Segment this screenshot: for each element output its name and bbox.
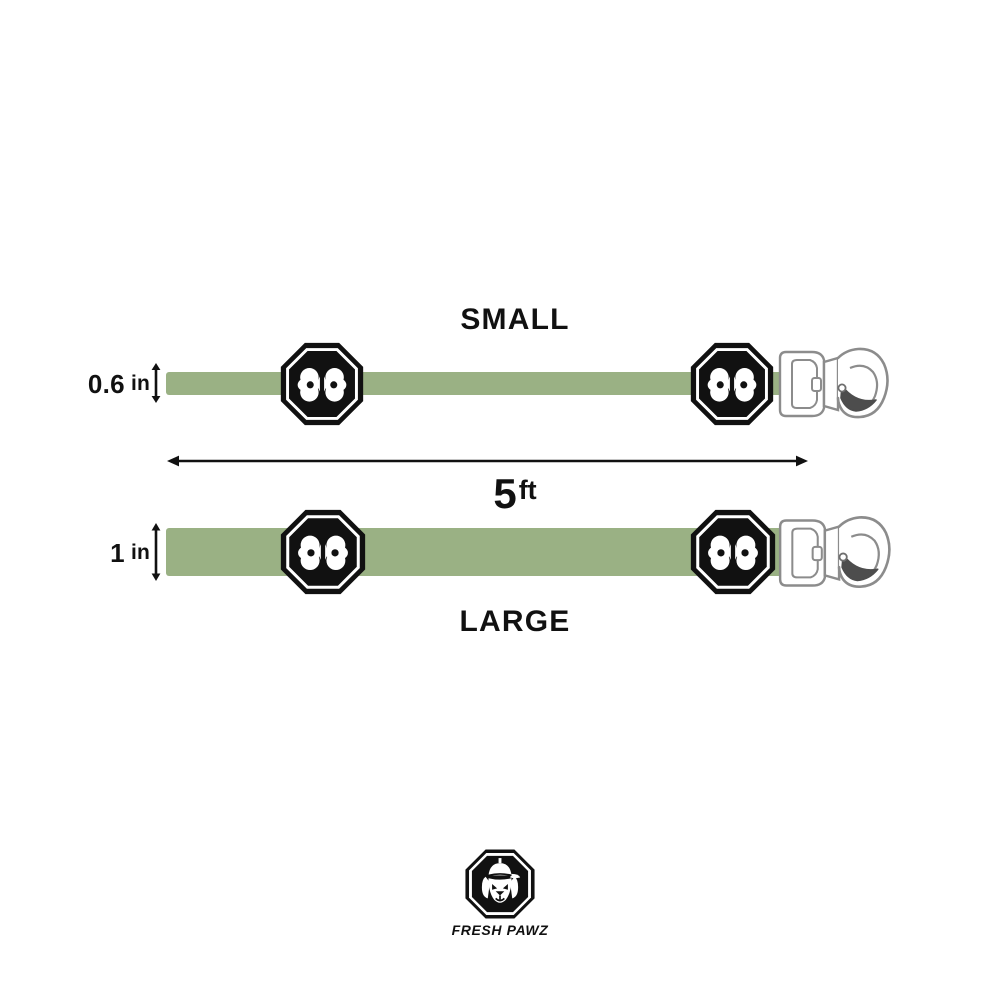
length-dimension-arrow — [167, 455, 808, 467]
brand-wordmark: FRESH PAWZ — [451, 922, 549, 938]
small-width-arrow-icon — [151, 363, 161, 403]
length-value: 5 — [493, 470, 517, 517]
small-width-unit: in — [130, 372, 150, 395]
leash-small — [160, 330, 900, 440]
leash-large — [160, 495, 900, 615]
fresh-pawz-octagon-badge-icon — [690, 509, 776, 595]
swivel-snap-hook-icon — [778, 347, 889, 419]
small-width-label: 0.6 in — [0, 368, 150, 399]
large-width-label: 1 in — [0, 538, 150, 568]
fresh-pawz-octagon-badge-icon — [690, 342, 774, 426]
length-unit: ft — [518, 475, 537, 505]
large-width-value: 1 — [110, 537, 125, 568]
large-size-title: LARGE — [459, 605, 571, 638]
length-dimension-label: 5ft — [0, 470, 1000, 518]
fresh-pawz-octagon-badge-icon — [280, 342, 364, 426]
large-width-unit: in — [130, 541, 150, 564]
fresh-pawz-octagon-badge-icon — [280, 509, 366, 595]
swivel-snap-hook-icon — [778, 516, 891, 588]
small-width-value: 0.6 — [87, 368, 125, 399]
footer-logo: FRESH PAWZ — [0, 848, 1000, 938]
small-size-title: SMALL — [460, 303, 570, 336]
fresh-pawz-dog-octagon-logo-icon — [465, 849, 535, 919]
large-width-arrow-icon — [151, 523, 161, 581]
